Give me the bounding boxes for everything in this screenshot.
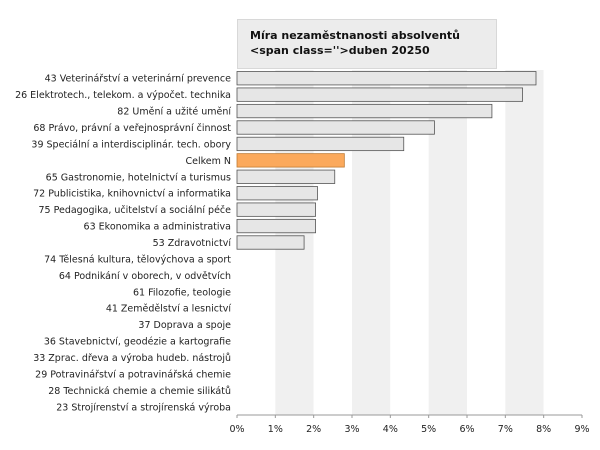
category-label: 72 Publicistika, knihovnictví a informat…: [33, 189, 231, 200]
bar: [236, 186, 318, 201]
category-labels: 43 Veterinářství a veterinární prevence 2…: [15, 74, 231, 414]
category-label: 82 Umění a užité umění: [117, 107, 231, 118]
category-label: 75 Pedagogika, učitelství a sociální péč…: [38, 205, 231, 216]
x-tick-label: 5%: [421, 424, 436, 435]
category-label: Celkem N: [185, 156, 231, 167]
x-tick-label: 8%: [536, 424, 551, 435]
category-label: 33 Zprac. dřeva a výroba hudeb. nástrojů: [33, 353, 231, 364]
category-label: 61 Filozofie, teologie: [133, 287, 231, 298]
x-tick-label: 0%: [229, 424, 244, 435]
grid-band: [428, 70, 467, 415]
x-axis: 0% 1% 2% 3% 4% 5% 6% 7% 8% 9%: [229, 414, 590, 435]
category-label: 53 Zdravotnictví: [153, 238, 232, 249]
grid-band: [467, 70, 506, 415]
category-label: 26 Elektrotech., telekom. a výpočet. tec…: [15, 90, 231, 101]
bar: [236, 103, 493, 119]
x-tick-label: 2%: [306, 424, 321, 435]
category-label: 64 Podnikání v oborech, v odvětvích: [59, 271, 231, 282]
category-label: 37 Doprava a spoje: [138, 320, 231, 331]
bar: [236, 235, 305, 250]
category-label: 65 Gastronomie, hotelnictví a turismus: [46, 172, 231, 183]
chart-title: Míra nezaměstnanosti absolventů <span cl…: [237, 19, 497, 69]
x-tick-label: 1%: [268, 424, 283, 435]
bar: [236, 120, 435, 135]
grid-band: [543, 70, 582, 415]
bar-highlight: [236, 153, 345, 168]
grid-band: [505, 70, 544, 415]
bar: [236, 136, 405, 152]
bar: [236, 218, 316, 234]
category-label: 36 Stavebnictví, geodézie a kartografie: [44, 337, 231, 348]
category-label: 23 Strojírenství a strojírenská výroba: [56, 402, 231, 413]
category-label: 39 Speciální a interdisciplinár. tech. o…: [31, 139, 231, 150]
bar: [236, 87, 523, 102]
category-label: 63 Ekonomika a administrativa: [84, 222, 231, 233]
x-tick-label: 4%: [383, 424, 398, 435]
category-label: 43 Veterinářství a veterinární prevence: [45, 74, 232, 85]
x-tick-label: 6%: [459, 424, 474, 435]
bar: [236, 169, 336, 184]
bar: [236, 71, 537, 86]
category-label: 28 Technická chemie a chemie silikátů: [48, 386, 231, 397]
bar: [236, 202, 316, 217]
category-label: 68 Právo, právní a veřejnosprávní činnos…: [33, 123, 231, 134]
category-label: 29 Potravinářství a potravinářská chemie: [35, 369, 231, 380]
x-tick-label: 3%: [344, 424, 359, 435]
category-label: 41 Zemědělství a lesnictví: [106, 304, 232, 315]
category-label: 74 Tělesná kultura, tělovýchova a sport: [44, 254, 231, 265]
x-tick-label: 9%: [574, 424, 589, 435]
bars: [236, 71, 537, 250]
x-tick-label: 7%: [498, 424, 513, 435]
